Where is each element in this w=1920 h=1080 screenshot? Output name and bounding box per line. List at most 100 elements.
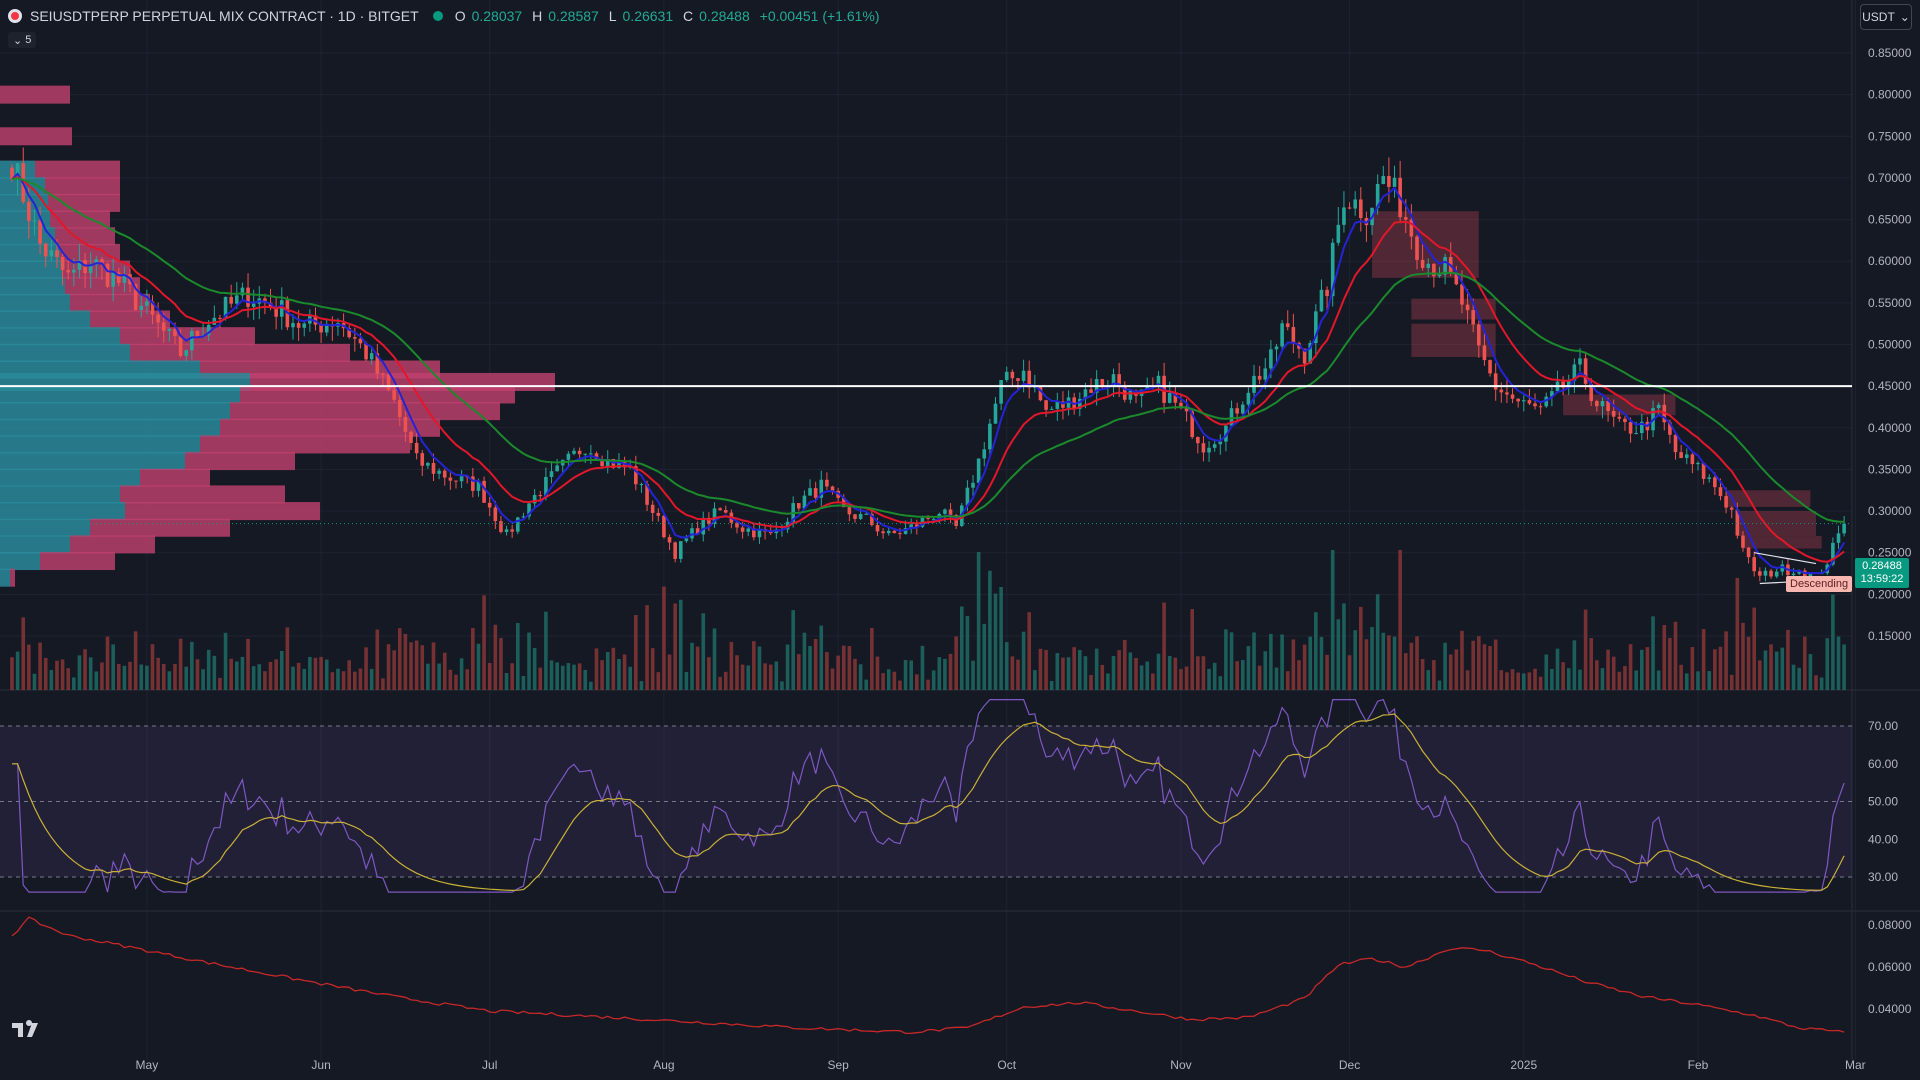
- chevron-down-icon: ⌄: [1899, 10, 1910, 24]
- volume-bar: [1049, 681, 1054, 690]
- candle-body: [1533, 403, 1537, 407]
- volume-bar: [437, 663, 441, 690]
- candle-body: [1004, 371, 1009, 381]
- volume-bar: [853, 658, 857, 690]
- candle-body: [1010, 371, 1015, 379]
- price-axis[interactable]: 0.85000 0.80000 0.75000 0.70000 0.65000 0.600…: [1868, 46, 1912, 1016]
- candle-body: [1089, 389, 1093, 393]
- volume-bar: [442, 652, 447, 690]
- volume-bar: [83, 649, 87, 690]
- volume-bar: [319, 656, 323, 690]
- volume-bar: [898, 680, 902, 690]
- candle-body: [1791, 573, 1796, 576]
- volume-bar: [1409, 642, 1414, 690]
- coin-logo-icon: [8, 9, 22, 23]
- candle-body: [516, 517, 520, 532]
- candle-body: [813, 488, 818, 498]
- candle-body: [1027, 370, 1032, 388]
- candle-body: [319, 324, 323, 333]
- candle-body: [1735, 509, 1740, 536]
- candle-body: [931, 518, 936, 520]
- volume-bar: [549, 660, 554, 690]
- volume-bar: [1763, 650, 1768, 690]
- candle-body: [1078, 398, 1082, 409]
- candle-body: [948, 509, 953, 516]
- volume-bar: [499, 637, 503, 690]
- volume-bar: [1791, 664, 1796, 690]
- candle-body: [1409, 219, 1414, 237]
- candle-body: [802, 495, 807, 509]
- volume-bar: [1499, 670, 1504, 690]
- candle-body: [116, 272, 121, 283]
- volume-bar: [510, 663, 514, 690]
- candle-body: [145, 301, 149, 306]
- candle-body: [133, 284, 138, 310]
- volume-bar: [15, 651, 20, 690]
- volume-bar: [1004, 642, 1009, 690]
- tradingview-logo-icon[interactable]: [10, 1020, 44, 1040]
- volume-bar: [1819, 677, 1824, 690]
- candle-body: [32, 220, 37, 222]
- volume-bar: [707, 657, 711, 690]
- time-axis[interactable]: May Jun Jul Aug Sep Oct Nov Dec 2025 Feb Mar: [136, 1058, 1866, 1072]
- volume-bar: [1139, 665, 1144, 690]
- volume-bar: [1370, 627, 1374, 690]
- volume-bar: [959, 606, 964, 690]
- candle-body: [190, 330, 194, 351]
- volume-bar: [77, 655, 82, 690]
- volume-bar: [386, 644, 391, 690]
- volume-bar: [1583, 609, 1588, 690]
- volume-bar: [397, 628, 402, 690]
- candle-body: [830, 486, 835, 491]
- symbol-title[interactable]: SEIUSDTPERP PERPETUAL MIX CONTRACT · 1D …: [30, 8, 419, 24]
- candle-body: [746, 528, 751, 532]
- candle-body: [1668, 422, 1672, 435]
- volume-bar: [122, 665, 127, 690]
- profile-sell: [0, 85, 70, 104]
- profile-buy: [0, 502, 125, 521]
- candle-body: [1477, 324, 1481, 346]
- candle-body: [1831, 542, 1835, 565]
- price-tick-label: 0.35000: [1868, 462, 1912, 476]
- volume-bar: [1387, 635, 1391, 690]
- volume-bar: [768, 664, 773, 690]
- candle-body: [1196, 437, 1200, 444]
- rsi-tick-label: 70.00: [1868, 719, 1898, 733]
- candle-body: [1656, 404, 1661, 409]
- candle-body: [1600, 400, 1605, 407]
- candle-body: [864, 513, 869, 515]
- volume-bar: [392, 650, 396, 690]
- volume-bar: [808, 645, 812, 690]
- candle-body: [1684, 454, 1689, 458]
- time-tick-label: Jun: [311, 1058, 330, 1072]
- candle-body: [100, 259, 104, 264]
- volume-bar: [656, 672, 661, 690]
- price-tick-label: 0.30000: [1868, 504, 1912, 518]
- candle-body: [111, 272, 115, 287]
- volume-bar: [1269, 633, 1273, 690]
- candle-body: [1066, 397, 1071, 408]
- candle-body: [1465, 304, 1470, 311]
- volume-bar: [212, 655, 217, 690]
- volume-bar: [1718, 646, 1723, 690]
- candle-body: [167, 329, 172, 331]
- volume-bar: [1381, 632, 1386, 690]
- profile-sell: [230, 402, 500, 421]
- horizontal-line[interactable]: [0, 385, 1852, 525]
- volume-bar: [431, 642, 436, 690]
- price-tick-label: 0.85000: [1868, 46, 1912, 60]
- volume-bar: [1016, 659, 1020, 690]
- volume-bar: [330, 672, 335, 690]
- candle-body: [1325, 289, 1329, 297]
- indicators-toggle-button[interactable]: ⌄ 5: [8, 32, 37, 48]
- volume-bar: [1246, 646, 1251, 690]
- volume-bar: [1330, 550, 1335, 690]
- price-tick-label: 0.20000: [1868, 587, 1912, 601]
- volume-bar: [190, 641, 194, 690]
- candle-body: [437, 470, 441, 474]
- volume-bar: [1359, 606, 1363, 690]
- currency-select[interactable]: USDT ⌄: [1860, 4, 1912, 30]
- candle-body: [83, 260, 87, 274]
- volume-bar: [858, 664, 863, 690]
